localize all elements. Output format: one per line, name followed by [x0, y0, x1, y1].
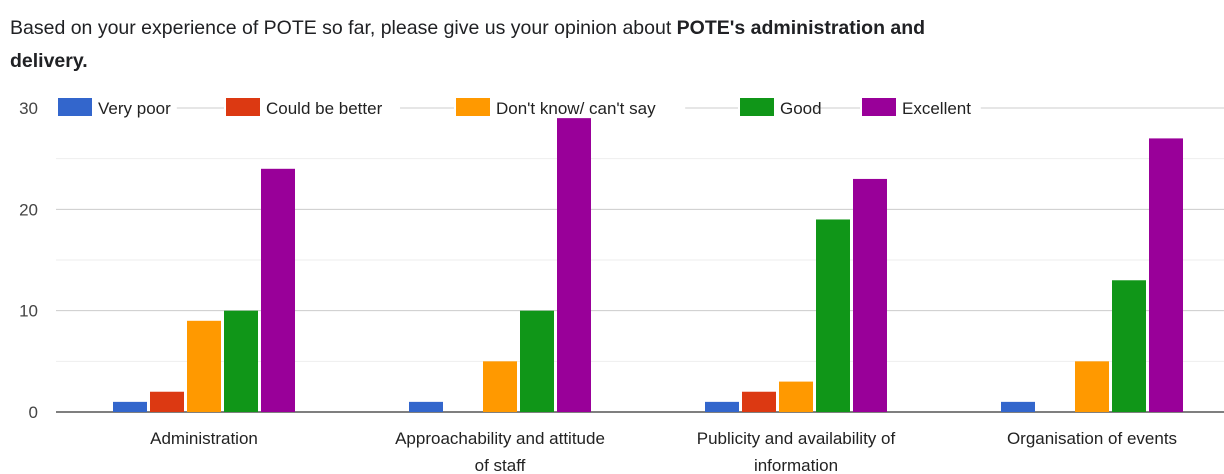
- legend-swatch-very-poor: [58, 98, 92, 116]
- x-category-label: information: [754, 456, 838, 474]
- bar-don-t-know-can-t-say: [187, 320, 221, 412]
- bar-excellent: [261, 168, 295, 412]
- legend-label: Don't know/ can't say: [496, 99, 656, 118]
- chart-title-bold: POTE's administration and delivery.: [10, 17, 926, 72]
- bar-good: [816, 219, 850, 412]
- chart-title: Based on your experience of POTE so far,…: [10, 12, 970, 78]
- y-tick-label: 0: [29, 403, 38, 422]
- bar-could-be-better: [150, 391, 184, 412]
- legend-label: Very poor: [98, 99, 171, 118]
- x-category-label: of staff: [475, 456, 526, 474]
- y-tick-label: 20: [19, 200, 38, 219]
- bar-very-poor: [705, 401, 739, 412]
- bar-good: [224, 310, 258, 412]
- x-category-label: Organisation of events: [1007, 429, 1177, 448]
- legend-label: Could be better: [266, 99, 383, 118]
- x-category-label: Publicity and availability of: [697, 429, 896, 448]
- y-tick-label: 10: [19, 302, 38, 321]
- bar-very-poor: [1001, 401, 1035, 412]
- bar-very-poor: [113, 401, 147, 412]
- x-category-label: Administration: [150, 429, 258, 448]
- bar-excellent: [557, 118, 591, 412]
- chart-title-prefix: Based on your experience of POTE so far,…: [10, 17, 677, 39]
- legend-swatch-don-t-know-can-t-say: [456, 98, 490, 116]
- legend-label: Excellent: [902, 99, 971, 118]
- bar-don-t-know-can-t-say: [483, 361, 517, 412]
- bar-don-t-know-can-t-say: [1075, 361, 1109, 412]
- legend-label: Good: [780, 99, 822, 118]
- bar-excellent: [1149, 138, 1183, 412]
- y-tick-label: 30: [19, 99, 38, 118]
- bar-don-t-know-can-t-say: [779, 381, 813, 412]
- legend-swatch-good: [740, 98, 774, 116]
- bar-very-poor: [409, 401, 443, 412]
- bar-excellent: [853, 178, 887, 412]
- bar-good: [1112, 280, 1146, 412]
- legend-swatch-could-be-better: [226, 98, 260, 116]
- x-category-label: Approachability and attitude: [395, 429, 605, 448]
- legend-swatch-excellent: [862, 98, 896, 116]
- legend-item-background: [454, 96, 686, 120]
- bar-good: [520, 310, 554, 412]
- bar-could-be-better: [742, 391, 776, 412]
